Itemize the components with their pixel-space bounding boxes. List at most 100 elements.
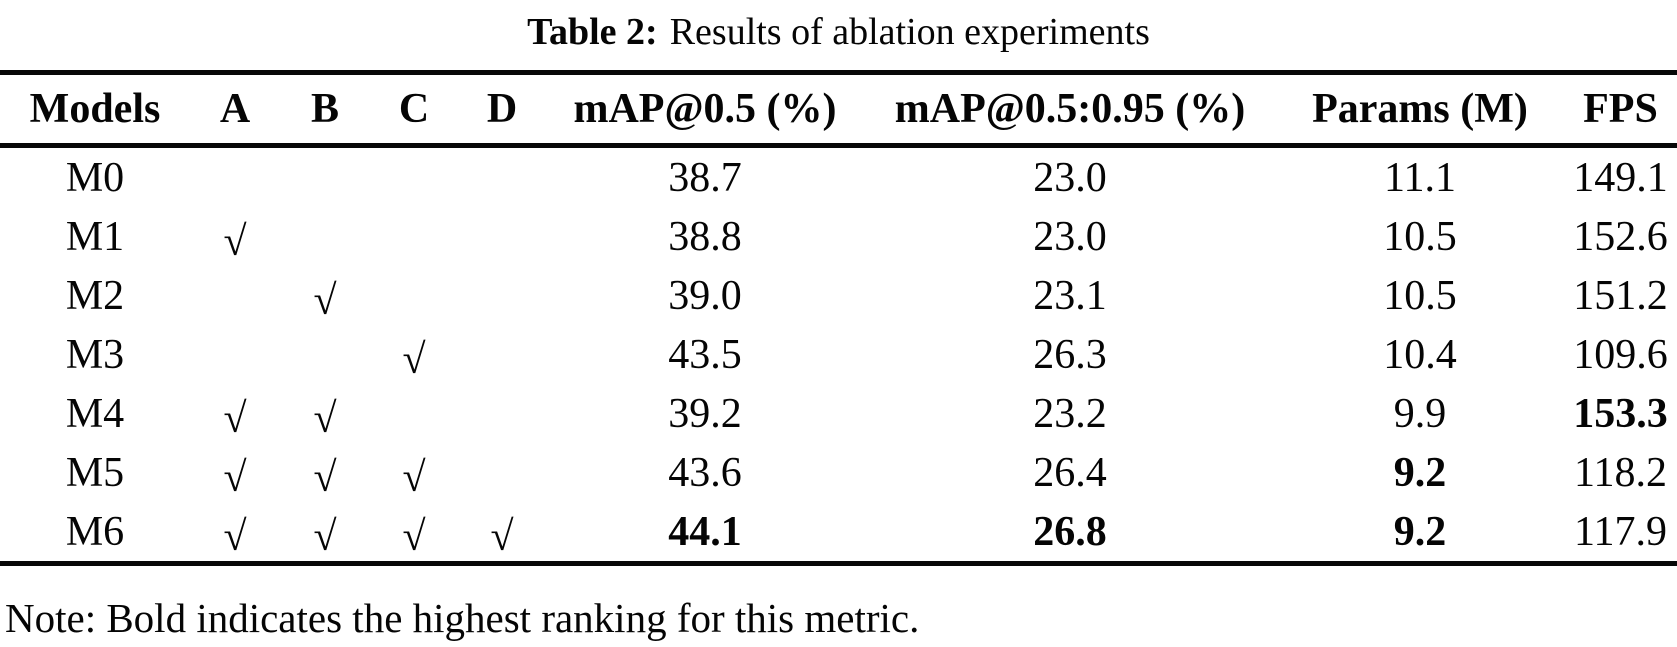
- table-caption-text: Results of ablation experiments: [669, 11, 1150, 53]
- checkmark-icon: √: [223, 513, 247, 560]
- params-cell: 10.5: [1383, 213, 1457, 260]
- map05-cell: 38.7: [668, 154, 742, 201]
- table-row-m5: M5 √ √ √ 43.6 26.4 9.2 118.2: [0, 443, 1677, 502]
- model-cell: M3: [65, 331, 125, 378]
- col-header-map05: mAP@0.5 (%): [573, 86, 837, 132]
- checkmark-icon: √: [223, 395, 247, 442]
- checkmark-icon: √: [402, 454, 426, 501]
- table-row-m0: M0 38.7 23.0 11.1 149.1: [0, 145, 1677, 208]
- check-cell-a: √: [190, 443, 280, 502]
- table-bottom-rule: [0, 561, 1677, 566]
- check-cell-b: √: [280, 502, 370, 561]
- map05-cell: 43.6: [668, 449, 742, 496]
- table-row-m6: M6 √ √ √ √ 44.1 26.8 9.2 117.9: [0, 502, 1677, 561]
- table-note: Note: Bold indicates the highest ranking…: [5, 595, 920, 641]
- check-cell-a: [190, 325, 280, 384]
- map0595-cell: 26.8: [1033, 508, 1107, 555]
- model-cell: M2: [65, 272, 125, 319]
- check-cell-d: [458, 146, 546, 208]
- table-body: M0 38.7 23.0 11.1 149.1 M1 √ 38.8 23.0 1…: [0, 145, 1677, 562]
- check-cell-c: [370, 266, 458, 325]
- check-cell-b: [280, 207, 370, 266]
- model-cell: M5: [65, 449, 125, 496]
- col-header-c: C: [398, 86, 430, 132]
- check-cell-c: [370, 146, 458, 208]
- check-cell-d: [458, 207, 546, 266]
- params-cell: 9.2: [1393, 508, 1447, 555]
- check-cell-c: √: [370, 502, 458, 561]
- map0595-cell: 26.3: [1033, 331, 1107, 378]
- params-cell: 9.2: [1393, 449, 1447, 496]
- checkmark-icon: √: [223, 218, 247, 265]
- check-cell-d: [458, 266, 546, 325]
- check-cell-a: [190, 146, 280, 208]
- fps-cell: 152.6: [1573, 213, 1668, 260]
- col-header-fps: FPS: [1583, 86, 1658, 132]
- fps-cell: 109.6: [1573, 331, 1668, 378]
- table-top-rule: [0, 70, 1677, 75]
- check-cell-c: √: [370, 325, 458, 384]
- check-cell-b: √: [280, 443, 370, 502]
- table-caption: Table 2: Results of ablation experiments: [0, 0, 1677, 70]
- check-cell-b: √: [280, 266, 370, 325]
- map05-cell: 39.2: [668, 390, 742, 437]
- check-cell-d: [458, 443, 546, 502]
- fps-cell: 118.2: [1574, 449, 1667, 496]
- check-cell-a: √: [190, 384, 280, 443]
- check-cell-b: √: [280, 384, 370, 443]
- map05-cell: 39.0: [668, 272, 742, 319]
- ablation-results-table: Models A B C D mAP@0.5 (%) mAP@0.5:0.95 …: [0, 75, 1677, 561]
- check-cell-d: √: [458, 502, 546, 561]
- check-cell-c: [370, 384, 458, 443]
- fps-cell: 153.3: [1573, 390, 1668, 437]
- map05-cell: 43.5: [668, 331, 742, 378]
- check-cell-d: [458, 325, 546, 384]
- checkmark-icon: √: [223, 454, 247, 501]
- params-cell: 9.9: [1393, 390, 1447, 437]
- check-cell-a: [190, 266, 280, 325]
- model-cell: M4: [65, 390, 125, 437]
- col-header-d: D: [486, 86, 518, 132]
- params-cell: 10.4: [1383, 331, 1457, 378]
- check-cell-b: [280, 325, 370, 384]
- fps-cell: 151.2: [1573, 272, 1668, 319]
- col-header-map0595: mAP@0.5:0.95 (%): [894, 86, 1246, 132]
- checkmark-icon: √: [313, 395, 337, 442]
- check-cell-c: [370, 207, 458, 266]
- map0595-cell: 23.2: [1033, 390, 1107, 437]
- map0595-cell: 23.0: [1033, 213, 1107, 260]
- map0595-cell: 26.4: [1033, 449, 1107, 496]
- check-cell-a: √: [190, 207, 280, 266]
- model-cell: M1: [65, 213, 125, 260]
- check-cell-b: [280, 146, 370, 208]
- checkmark-icon: √: [402, 336, 426, 383]
- check-cell-c: √: [370, 443, 458, 502]
- table-row-m4: M4 √ √ 39.2 23.2 9.9 153.3: [0, 384, 1677, 443]
- checkmark-icon: √: [313, 513, 337, 560]
- table-caption-number: Table 2:: [527, 11, 658, 53]
- col-header-params: Params (M): [1312, 86, 1528, 132]
- fps-cell: 149.1: [1573, 154, 1668, 201]
- col-header-models: Models: [29, 86, 161, 132]
- map0595-cell: 23.0: [1033, 154, 1107, 201]
- header-row: Models A B C D mAP@0.5 (%) mAP@0.5:0.95 …: [0, 75, 1677, 146]
- table-row-m2: M2 √ 39.0 23.1 10.5 151.2: [0, 266, 1677, 325]
- map0595-cell: 23.1: [1033, 272, 1107, 319]
- params-cell: 10.5: [1383, 272, 1457, 319]
- col-header-a: A: [219, 86, 251, 132]
- table-row-m3: M3 √ 43.5 26.3 10.4 109.6: [0, 325, 1677, 384]
- params-cell: 11.1: [1384, 154, 1456, 201]
- table-row-m1: M1 √ 38.8 23.0 10.5 152.6: [0, 207, 1677, 266]
- map05-cell: 44.1: [668, 508, 742, 555]
- checkmark-icon: √: [402, 513, 426, 560]
- model-cell: M0: [65, 154, 125, 201]
- checkmark-icon: √: [313, 277, 337, 324]
- check-cell-a: √: [190, 502, 280, 561]
- map05-cell: 38.8: [668, 213, 742, 260]
- model-cell: M6: [65, 508, 125, 555]
- col-header-b: B: [310, 86, 339, 132]
- checkmark-icon: √: [313, 454, 337, 501]
- checkmark-icon: √: [490, 513, 514, 560]
- check-cell-d: [458, 384, 546, 443]
